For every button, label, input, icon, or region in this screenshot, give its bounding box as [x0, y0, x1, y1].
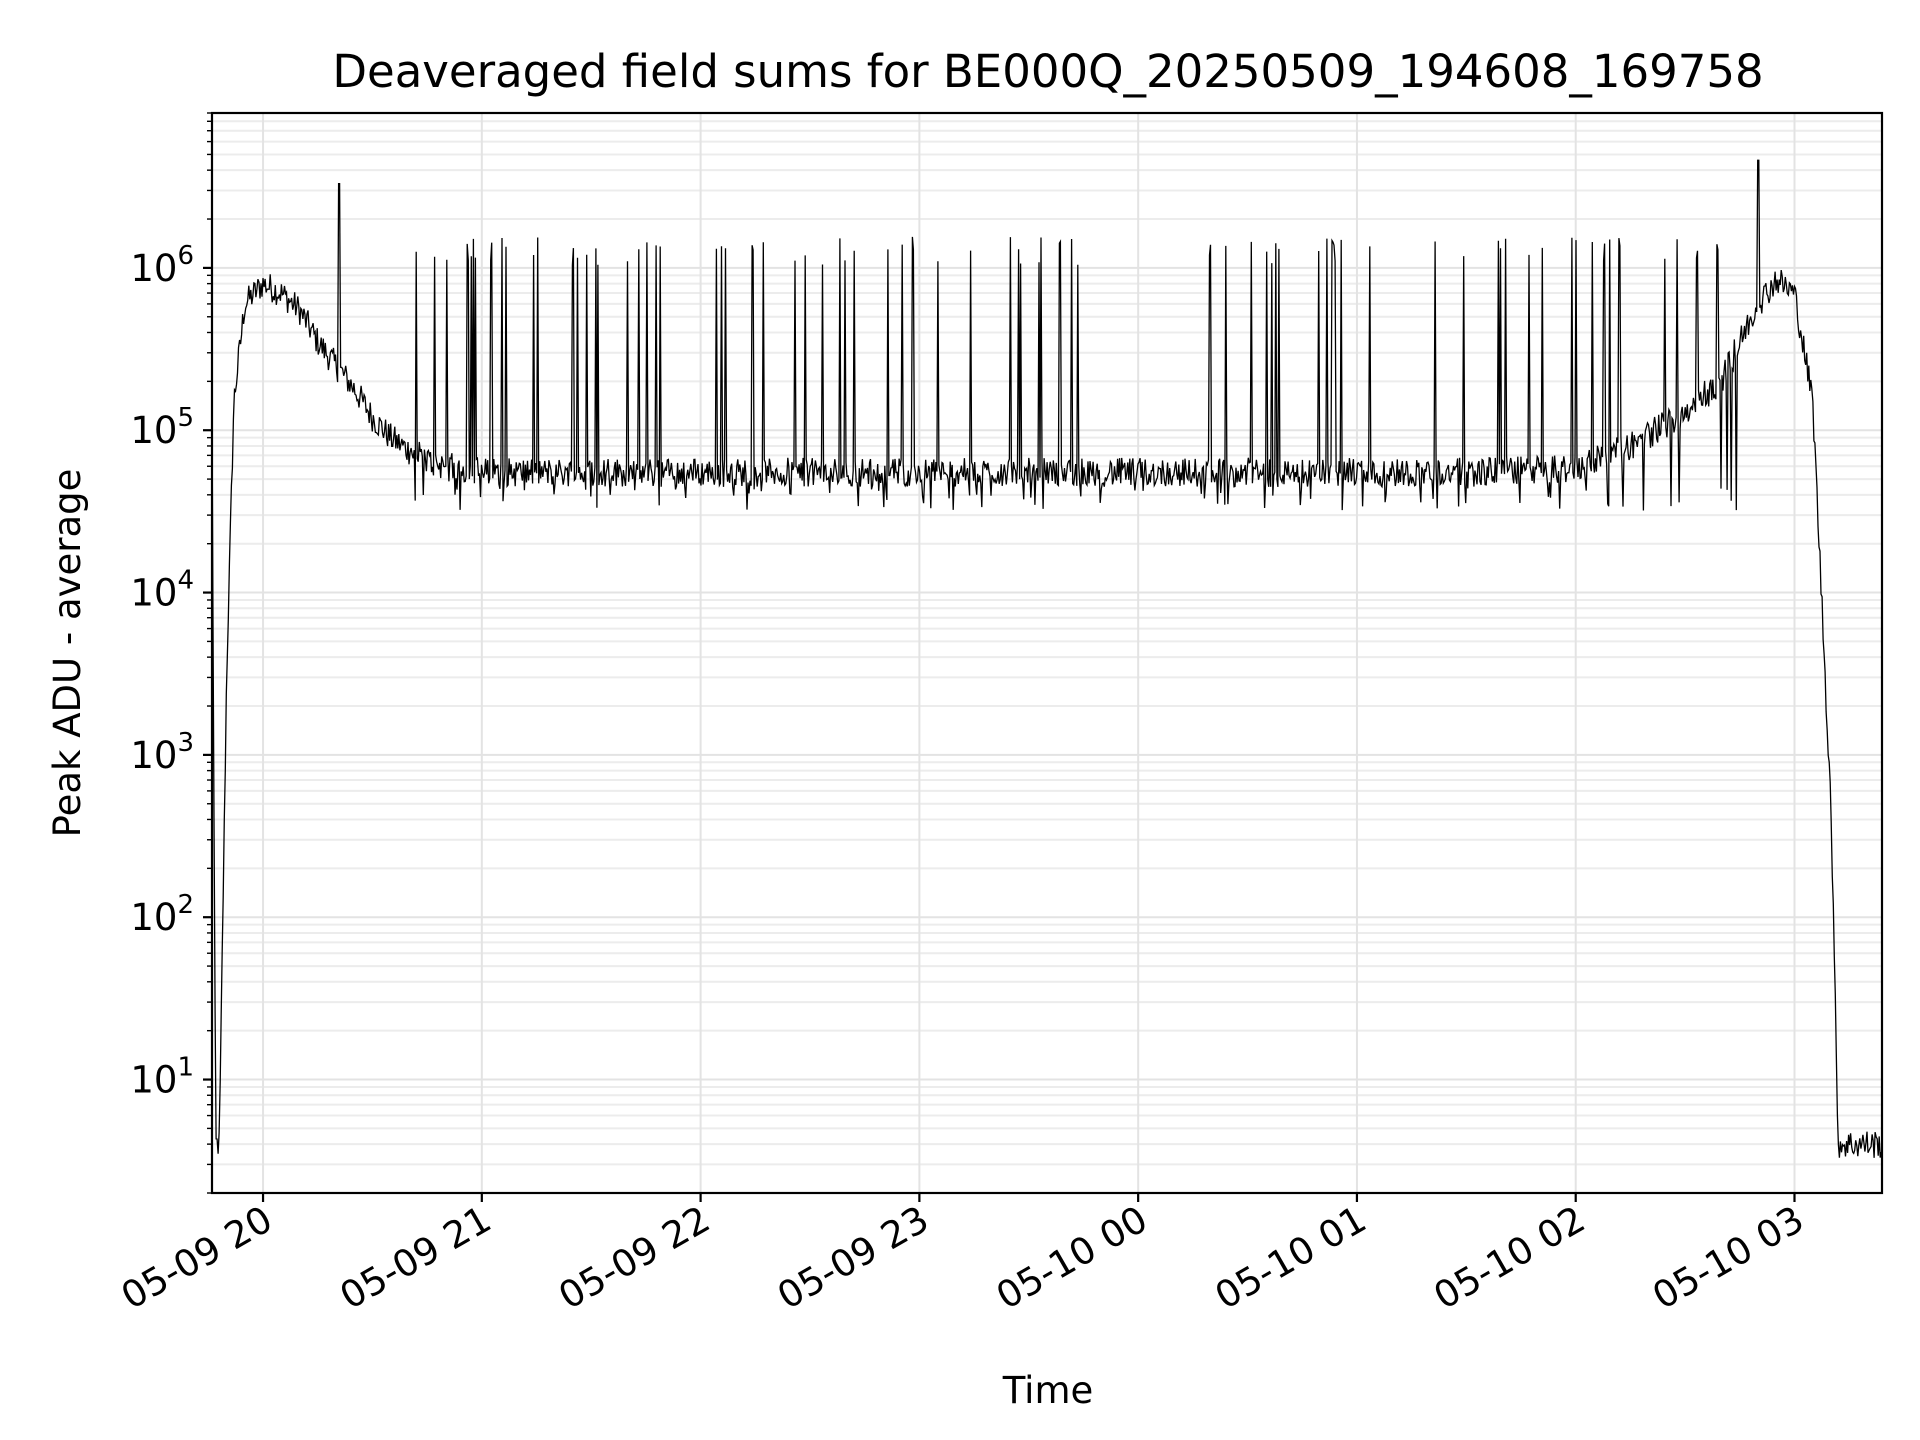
y-tick-label: 105 [130, 403, 194, 452]
y-tick-label: 103 [130, 728, 194, 777]
y-tick-label: 101 [130, 1053, 194, 1102]
x-axis-ticks: 05-09 20 05-09 21 05-09 22 05-09 23 05-10 00… [114, 1193, 1811, 1318]
y-tick-label: 106 [130, 241, 194, 290]
x-tick-label: 05-10 03 [1645, 1198, 1811, 1318]
y-tick-label: 104 [130, 566, 194, 615]
plot-frame [210, 111, 1884, 1195]
data-series [211, 159, 1882, 1158]
x-tick-label: 05-09 22 [552, 1198, 718, 1318]
data-line [211, 159, 1882, 1158]
x-tick-label: 05-09 20 [114, 1198, 280, 1318]
grid-lines [212, 112, 1882, 1194]
y-tick-label: 102 [130, 890, 194, 939]
y-axis-label: Peak ADU - average [46, 469, 89, 838]
x-tick-label: 05-09 21 [333, 1198, 499, 1318]
x-tick-label: 05-10 01 [1208, 1198, 1374, 1318]
x-tick-label: 05-10 00 [989, 1198, 1155, 1318]
x-axis-label: Time [1002, 1369, 1094, 1412]
y-axis-ticks: 101 102 103 104 105 106 [130, 112, 212, 1194]
chart-title: Deaveraged field sums for BE000Q_2025050… [332, 45, 1763, 98]
x-tick-label: 05-09 23 [770, 1198, 936, 1318]
x-tick-label: 05-10 02 [1427, 1198, 1593, 1318]
